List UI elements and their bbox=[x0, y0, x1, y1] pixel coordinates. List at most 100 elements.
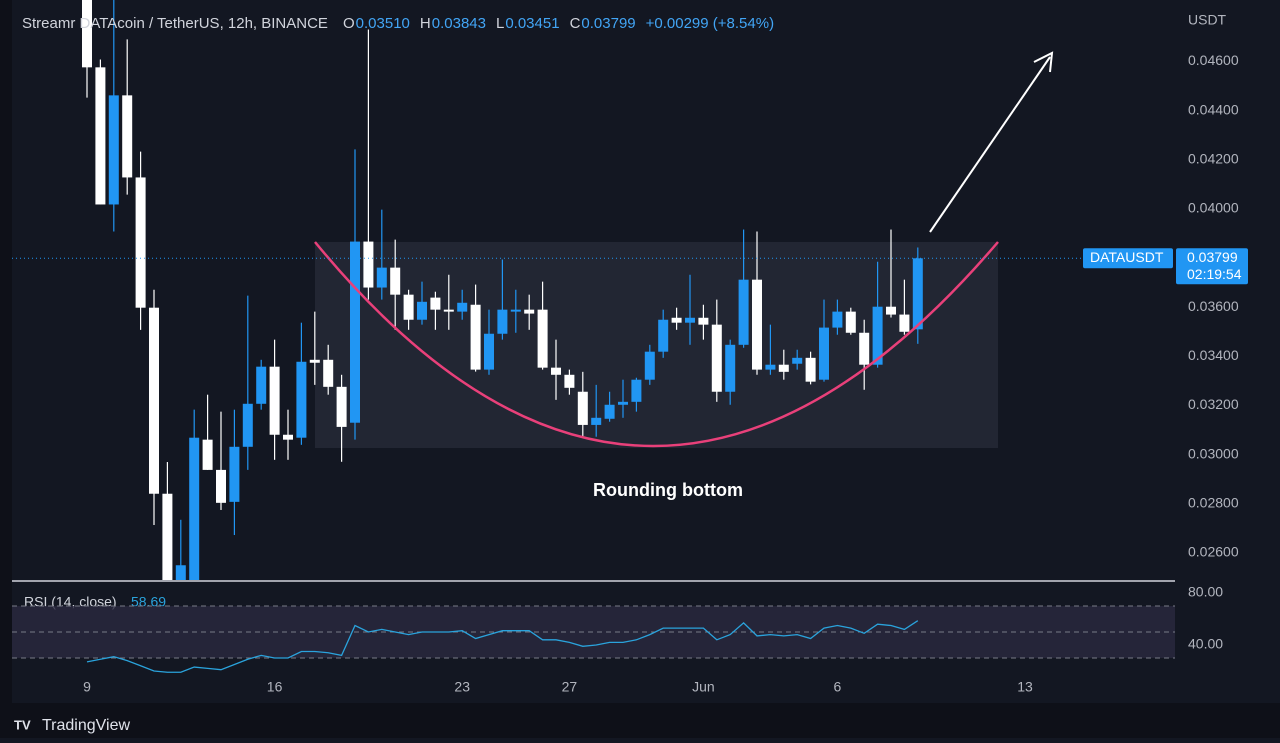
candle-body bbox=[899, 314, 910, 332]
x-tick-label: 6 bbox=[834, 679, 842, 695]
candle-body bbox=[792, 357, 803, 364]
ohlc-value: 0.03451 bbox=[505, 15, 559, 32]
candle-body bbox=[765, 364, 776, 370]
price-axis bbox=[1175, 0, 1280, 703]
y-tick-label: 0.02600 bbox=[1188, 544, 1239, 560]
price-badge bbox=[1176, 248, 1248, 285]
candle-body bbox=[135, 177, 146, 308]
candle-body bbox=[216, 469, 226, 503]
candle-body bbox=[658, 319, 669, 352]
candle-body bbox=[122, 95, 133, 178]
candle-body bbox=[591, 417, 602, 425]
arrow bbox=[929, 56, 1051, 233]
candle-body bbox=[189, 437, 200, 580]
symbol-badge bbox=[1083, 248, 1173, 269]
candle-body bbox=[537, 309, 548, 368]
candle-body bbox=[95, 67, 106, 205]
candle-body bbox=[805, 357, 816, 382]
candle-body bbox=[711, 324, 722, 392]
symbol-label: DATAUSDT bbox=[1090, 249, 1164, 265]
candle-body bbox=[350, 241, 360, 423]
candle-body bbox=[644, 351, 655, 380]
candle-body bbox=[671, 317, 682, 323]
candle-body bbox=[256, 366, 267, 404]
candle-body bbox=[202, 439, 213, 470]
last-price: 0.03799 bbox=[1187, 249, 1238, 265]
candle-body bbox=[376, 267, 387, 288]
candle-body bbox=[872, 306, 883, 365]
y-tick-label: 0.02800 bbox=[1188, 495, 1239, 511]
candle-body bbox=[738, 279, 749, 345]
candle-body bbox=[108, 95, 119, 205]
ohlc-key: L bbox=[496, 15, 504, 32]
countdown: 02:19:54 bbox=[1187, 266, 1242, 282]
candle-body bbox=[162, 493, 173, 580]
candle-body bbox=[752, 279, 762, 370]
candle-body bbox=[283, 434, 293, 440]
rsi-tick-label: 80.00 bbox=[1188, 584, 1223, 600]
candle-body bbox=[443, 309, 454, 312]
ohlc-value: 0.03799 bbox=[581, 15, 635, 32]
candle-body bbox=[912, 258, 923, 330]
candle-body bbox=[336, 386, 347, 427]
candle-body bbox=[631, 379, 642, 402]
candle-body bbox=[886, 306, 896, 315]
candle-body bbox=[149, 307, 159, 494]
candle-body bbox=[363, 241, 374, 288]
candle-body bbox=[457, 302, 468, 312]
candle-body bbox=[403, 294, 414, 320]
candle-body bbox=[497, 309, 508, 334]
y-tick-label: 0.03400 bbox=[1188, 347, 1239, 363]
header: Streamr DATAcoin / TetherUS, 12h, BINANC… bbox=[22, 15, 774, 32]
candle-body bbox=[269, 366, 280, 435]
y-tick-label: 0.04400 bbox=[1188, 101, 1239, 117]
symbol-title: Streamr DATAcoin / TetherUS, 12h, BINANC… bbox=[22, 15, 328, 32]
y-tick-label: 0.03000 bbox=[1188, 445, 1239, 461]
candle-body bbox=[229, 446, 240, 502]
x-tick-label: Jun bbox=[692, 679, 715, 695]
candle-body bbox=[484, 333, 494, 370]
candle-body bbox=[778, 364, 789, 372]
candle-body bbox=[510, 309, 521, 312]
candle-body bbox=[564, 374, 575, 388]
candle-body bbox=[551, 367, 561, 375]
candles bbox=[82, 0, 923, 580]
brand: TradingView bbox=[42, 717, 130, 734]
ohlc-key: O bbox=[343, 15, 355, 32]
ohlc-key: H bbox=[420, 15, 431, 32]
candle-body bbox=[618, 401, 628, 405]
candle-body bbox=[390, 267, 401, 295]
candle-body bbox=[470, 304, 481, 370]
candle-body bbox=[832, 311, 843, 328]
candle-body bbox=[698, 317, 709, 325]
annotation: Rounding bottom bbox=[593, 480, 743, 500]
change: +0.00299 (+8.54%) bbox=[646, 15, 774, 32]
arrow-head bbox=[1033, 51, 1054, 73]
candle-body bbox=[296, 361, 307, 438]
candle-body bbox=[175, 565, 186, 580]
y-tick-label: 0.04000 bbox=[1188, 200, 1239, 216]
candle-body bbox=[82, 0, 92, 68]
x-tick-label: 9 bbox=[83, 679, 91, 695]
rsi-tick-label: 40.00 bbox=[1188, 636, 1223, 652]
x-tick-label: 23 bbox=[454, 679, 470, 695]
y-tick-label: 0.04200 bbox=[1188, 150, 1239, 166]
candle-body bbox=[577, 391, 588, 425]
axis-unit: USDT bbox=[1188, 12, 1227, 28]
logo-mark: TV bbox=[14, 717, 31, 732]
x-tick-label: 27 bbox=[562, 679, 578, 695]
candle-body bbox=[417, 301, 427, 320]
candle-body bbox=[323, 359, 334, 387]
pattern-zone bbox=[315, 242, 998, 448]
candle-body bbox=[685, 317, 695, 323]
y-tick-label: 0.03600 bbox=[1188, 298, 1239, 314]
ohlc-key: C bbox=[570, 15, 581, 32]
x-tick-label: 13 bbox=[1017, 679, 1033, 695]
y-tick-label: 0.04600 bbox=[1188, 52, 1239, 68]
candle-body bbox=[309, 359, 320, 363]
y-tick-label: 0.03200 bbox=[1188, 396, 1239, 412]
candle-body bbox=[430, 297, 441, 310]
candle-body bbox=[859, 332, 870, 365]
candle-body bbox=[242, 403, 253, 447]
